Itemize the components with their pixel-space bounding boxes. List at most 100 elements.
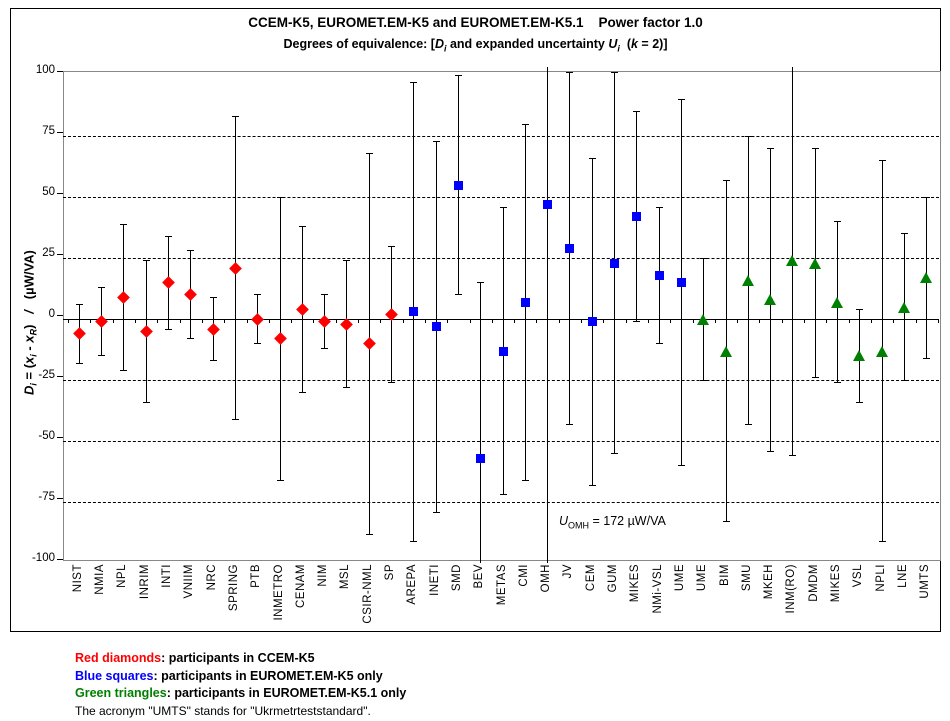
x-axis-tick	[246, 318, 248, 323]
error-bar-cap	[900, 233, 908, 235]
x-axis-tick	[112, 318, 114, 323]
data-point-BIM-triangle	[719, 345, 732, 357]
data-point-CMI-square	[520, 297, 530, 307]
data-point-NPLI-triangle	[875, 345, 888, 357]
y-axis-tick-label-0: 0	[48, 308, 55, 320]
legend-lead-red-diamonds: Red diamonds	[75, 651, 162, 665]
error-bar-cap	[677, 465, 685, 467]
error-bar-cap	[165, 328, 172, 330]
x-axis-tick	[179, 318, 181, 323]
data-point-NIM-diamond	[318, 315, 331, 329]
x-axis-tick	[447, 318, 449, 323]
x-axis-label-SMD: SMD	[450, 564, 463, 592]
x-axis-label-NRC: NRC	[205, 564, 218, 591]
x-axis-tick	[268, 318, 270, 323]
data-point-INETI-square	[431, 322, 441, 332]
legend-item-euromet-em-k5-1: Green triangles: participants in EUROMET…	[75, 685, 406, 703]
subtitle-text: (	[619, 37, 631, 51]
y-axis-tick	[57, 436, 63, 438]
x-axis-label-CEM: CEM	[584, 564, 597, 592]
error-bar-cap	[744, 423, 752, 425]
x-axis-tick	[291, 318, 293, 323]
error-bar-cap	[365, 533, 373, 535]
x-axis-label-NMi-VSL: NMi-VSL	[651, 564, 664, 614]
uncertainty-annotation: UOMH = 172 µW/VA	[559, 514, 666, 531]
y-axis-tick	[57, 70, 63, 72]
subtitle-text: Degrees of equivalence: [	[283, 37, 435, 51]
data-point-NRC-diamond	[206, 322, 220, 336]
error-bar-cap	[834, 382, 841, 384]
ylabel-text: -	[21, 343, 37, 355]
error-bar-cap	[120, 370, 128, 372]
ylabel-xR: x	[21, 335, 37, 344]
error-bar-cap	[454, 294, 462, 296]
data-point-CSIR-NML-diamond	[362, 337, 376, 351]
error-bar-cap	[388, 382, 395, 384]
x-axis-tick	[581, 318, 583, 323]
gridline-75	[63, 135, 939, 137]
x-axis-label-MIKES: MIKES	[830, 564, 842, 603]
x-axis-label-GUM: GUM	[607, 564, 619, 593]
x-axis-label-NIM: NIM	[317, 564, 330, 587]
error-bar-cap	[611, 453, 618, 454]
error-bar-cap	[767, 450, 775, 452]
error-bar-cap	[767, 148, 775, 149]
x-axis-label-BEV: BEV	[473, 564, 486, 589]
error-bar-cap	[254, 294, 262, 296]
subtitle-k-symbol: k	[631, 37, 638, 51]
data-point-NMi-VSL-square	[654, 270, 664, 280]
y-axis-tick-label-50: 50	[42, 186, 55, 198]
y-axis-tick-label-100: 100	[35, 64, 55, 76]
error-bar-cap	[856, 401, 864, 403]
data-point-UMTS-triangle	[920, 272, 933, 284]
error-bar-cap	[432, 140, 440, 142]
x-axis-tick	[358, 318, 360, 323]
error-bar-cap	[75, 362, 83, 364]
error-bar-cap	[566, 423, 574, 425]
error-bar-cap	[722, 521, 730, 523]
plot-area-border	[63, 71, 941, 561]
error-bar-cap	[98, 355, 106, 357]
error-bar-cap	[655, 343, 663, 345]
y-axis-tick-label--75: -75	[38, 491, 55, 503]
x-axis-tick	[826, 318, 828, 323]
subtitle-text: and expanded uncertainty	[446, 37, 609, 51]
error-bar-cap	[878, 540, 886, 542]
data-point-JV-square	[565, 244, 575, 254]
data-point-CENAM-diamond	[295, 303, 309, 316]
error-bar-cap	[655, 206, 663, 208]
x-axis-tick	[514, 318, 516, 323]
x-axis-label-CSIR-NML: CSIR-NML	[361, 564, 374, 624]
data-point-SPRING-diamond	[229, 261, 242, 275]
ylabel-D: D	[21, 386, 37, 396]
error-bar-cap	[142, 260, 150, 262]
legend-rest: : participants in EUROMET.EM-K5.1 only	[166, 686, 407, 700]
data-point-UME-triangle	[697, 313, 710, 325]
error-bar-cap	[298, 392, 306, 393]
x-axis-label-MKEH: MKEH	[763, 564, 776, 600]
error-bar-cap	[811, 148, 819, 149]
x-axis-tick	[848, 318, 850, 323]
plot-area	[63, 67, 939, 563]
error-bar-cap	[209, 360, 217, 362]
x-axis-label-PTB: PTB	[250, 564, 263, 588]
data-point-INM(RO)-triangle	[786, 255, 799, 267]
error-bar-cap	[499, 494, 507, 496]
error-bar-cap	[298, 226, 306, 228]
x-axis-label-NMIA: NMIA	[94, 564, 107, 595]
y-axis-tick-label-75: 75	[42, 125, 55, 137]
error-bar-cap	[231, 418, 239, 420]
data-point-INTI-diamond	[162, 276, 175, 290]
data-point-AREPA-square	[409, 307, 419, 317]
x-axis-tick	[380, 318, 382, 323]
error-bar-cap	[321, 294, 329, 296]
error-bar-cap	[923, 196, 931, 198]
error-bar-cap	[231, 116, 239, 118]
x-axis-label-CENAM: CENAM	[294, 564, 307, 609]
x-axis-tick	[625, 318, 627, 323]
x-axis-tick	[915, 318, 917, 323]
subtitle-U-symbol: U	[608, 37, 618, 51]
error-bar-cap	[98, 287, 106, 289]
error-bar-cap	[677, 99, 685, 101]
x-axis-tick	[558, 318, 560, 323]
